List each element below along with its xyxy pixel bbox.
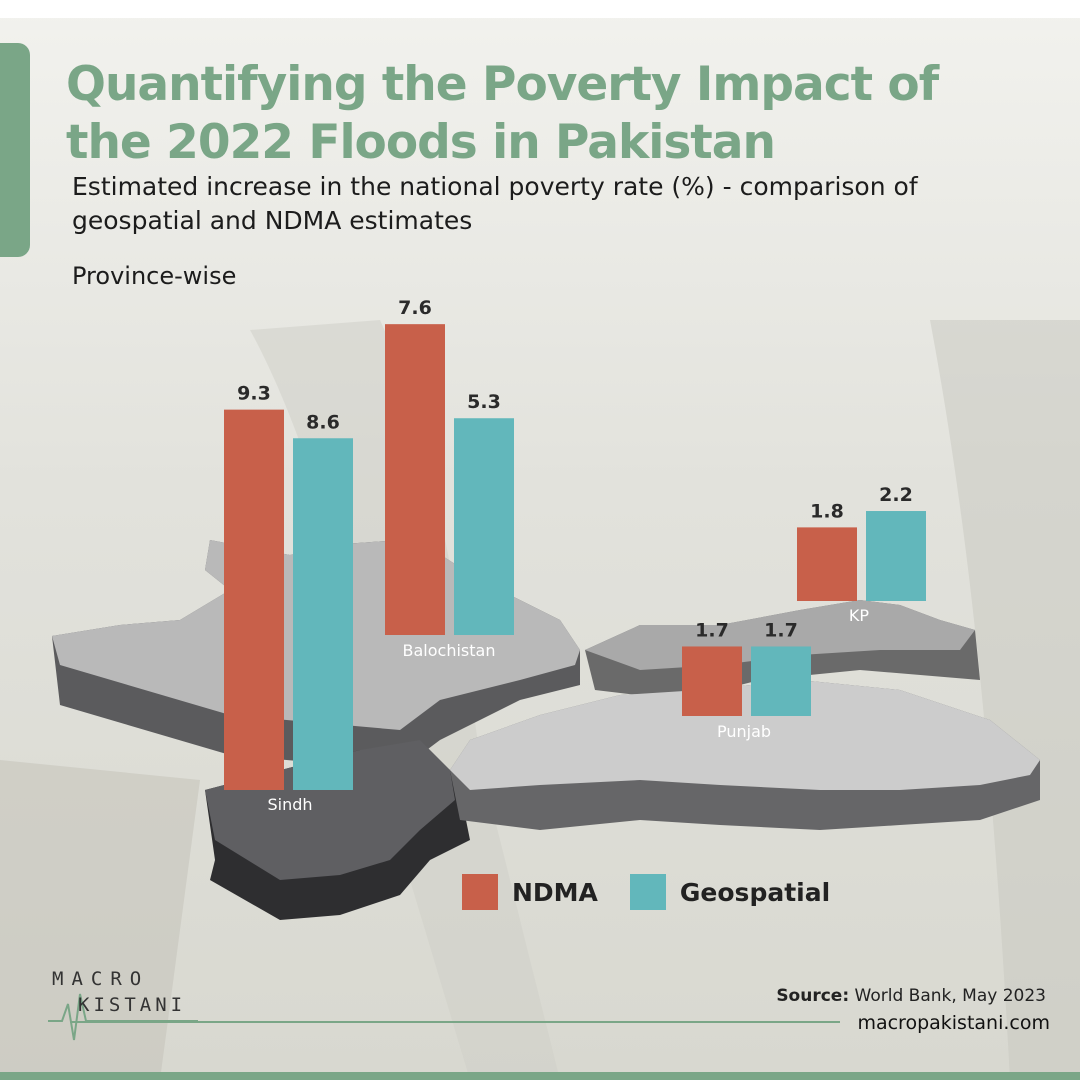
data-label-punjab-ndma: 1.7 bbox=[695, 619, 729, 641]
legend-label-ndma: NDMA bbox=[512, 877, 598, 907]
legend-swatch-geospatial bbox=[629, 874, 666, 910]
chart-legend: NDMA Geospatial bbox=[462, 874, 862, 910]
category-label-kp: KP bbox=[849, 606, 869, 625]
bar-punjab-ndma bbox=[682, 646, 742, 716]
bar-balochistan-ndma bbox=[385, 324, 445, 635]
data-label-punjab-geospatial: 1.7 bbox=[764, 619, 798, 641]
scope-label: Province-wise bbox=[72, 262, 237, 290]
source-note: Source: World Bank, May 2023 bbox=[776, 986, 1046, 1006]
logo-text-bottom: KISTANI bbox=[78, 994, 187, 1016]
page-subtitle: Estimated increase in the national pover… bbox=[72, 172, 918, 235]
bar-balochistan-geospatial bbox=[454, 418, 514, 635]
data-label-sindh-ndma: 9.3 bbox=[237, 383, 271, 405]
data-label-balochistan-geospatial: 5.3 bbox=[467, 391, 501, 413]
map-punjab bbox=[450, 680, 1040, 830]
data-label-sindh-geospatial: 8.6 bbox=[306, 411, 340, 433]
accent-tab bbox=[0, 43, 30, 257]
legend-label-geospatial: Geospatial bbox=[679, 877, 831, 907]
category-label-punjab: Punjab bbox=[717, 722, 771, 741]
source-label: Source: bbox=[776, 986, 850, 1006]
category-label-sindh: Sindh bbox=[267, 795, 312, 814]
bar-kp-ndma bbox=[797, 527, 857, 601]
bar-sindh-ndma bbox=[224, 409, 284, 790]
bar-punjab-geospatial bbox=[751, 646, 811, 716]
brand-logo: MACRO KISTANI bbox=[48, 964, 198, 1044]
footer-divider bbox=[70, 1021, 840, 1023]
legend-item-ndma: NDMA bbox=[462, 874, 598, 910]
category-label-balochistan: Balochistan bbox=[403, 641, 496, 660]
legend-item-geospatial: Geospatial bbox=[629, 874, 831, 910]
page-title: Quantifying the Poverty Impact of the 20… bbox=[66, 57, 939, 170]
bottom-accent-bar bbox=[0, 1072, 1080, 1080]
bar-kp-geospatial bbox=[866, 511, 926, 601]
website-link[interactable]: macropakistani.com bbox=[857, 1012, 1050, 1034]
legend-swatch-ndma bbox=[462, 874, 498, 910]
logo-text-top: MACRO bbox=[52, 968, 150, 990]
data-label-balochistan-ndma: 7.6 bbox=[398, 297, 432, 319]
bar-sindh-geospatial bbox=[293, 438, 353, 790]
data-label-kp-geospatial: 2.2 bbox=[879, 484, 913, 506]
source-text: World Bank, May 2023 bbox=[849, 986, 1046, 1006]
data-label-kp-ndma: 1.8 bbox=[810, 500, 844, 522]
